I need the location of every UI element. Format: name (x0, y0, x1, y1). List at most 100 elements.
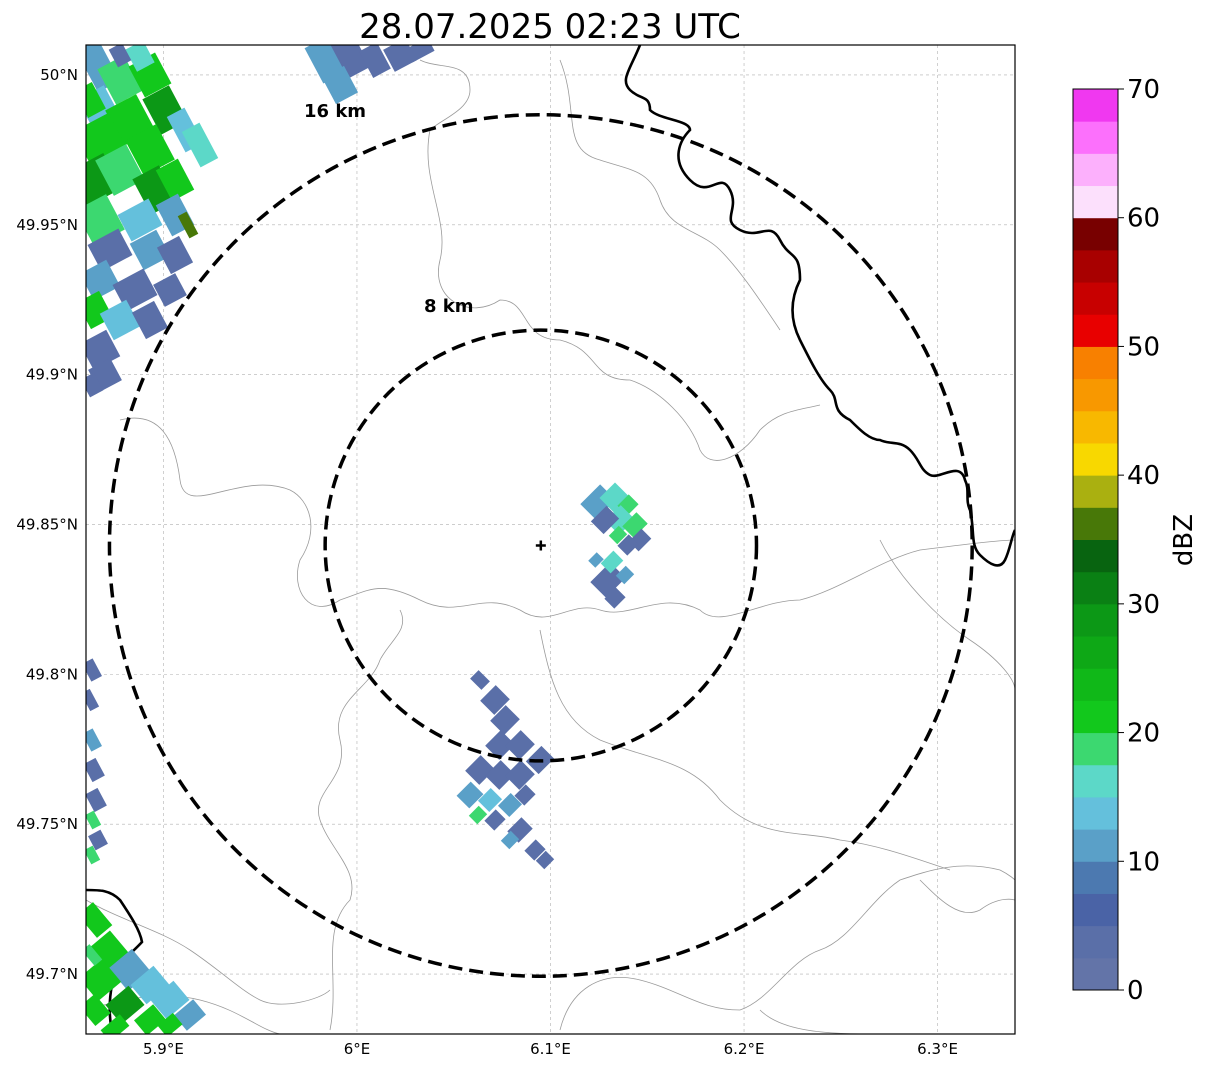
echo-cell-weak (131, 300, 169, 340)
longitude-ticks: 5.9°E 6°E 6.1°E 6.2°E 6.3°E (143, 1040, 958, 1058)
latitude-tick-label: 50°N (40, 66, 78, 84)
colorbar-swatch (1073, 475, 1118, 508)
longitude-tick-label: 6.1°E (530, 1040, 571, 1058)
echo-cell-weak (86, 658, 102, 682)
colorbar-swatch (1073, 732, 1118, 766)
echo-cell-light (86, 259, 121, 301)
colorbar-swatch (1073, 829, 1118, 862)
echo-cell-green_light (622, 512, 648, 538)
echo-cell-weak (86, 688, 100, 712)
longitude-tick-label: 6.2°E (724, 1040, 765, 1058)
range-ring-8km (323, 328, 759, 763)
echo-cell-light (86, 728, 102, 752)
national-borders (86, 45, 1015, 1034)
echo-cell-light (321, 65, 359, 105)
range-ring-label-8km: 8 km (424, 296, 474, 317)
colorbar-swatch (1073, 571, 1118, 605)
colorbar-tick-label: 30 (1127, 590, 1160, 620)
echo-cell-weak (383, 45, 417, 72)
echo-cell-weak (329, 45, 371, 79)
echo-cell-green_light (97, 55, 143, 105)
colorbar-tick-label: 10 (1127, 847, 1160, 877)
echo-cell-light (497, 792, 523, 818)
echo-cell-green_light (86, 810, 102, 830)
echo-cell-teal (125, 45, 155, 72)
colorbar: 0 10 20 30 40 50 60 70 dBZ (1072, 75, 1199, 1006)
echo-cell-green (86, 958, 122, 1002)
echo-cell-green (157, 1012, 183, 1034)
colorbar-swatch (1073, 539, 1118, 573)
colorbar-swatch (1073, 636, 1118, 669)
colorbar-swatch (1073, 89, 1118, 122)
colorbar-swatch (1073, 861, 1118, 894)
colorbar-swatch (1073, 314, 1118, 347)
colorbar-swatch (1073, 957, 1118, 991)
echo-cell-teal (605, 505, 635, 535)
latitude-ticks: 50°N 49.95°N 49.9°N 49.85°N 49.8°N 49.75°N 49.… (16, 66, 78, 983)
colorbar-swatch (1073, 346, 1118, 380)
map-frame (85, 44, 1016, 1035)
colorbar-label: dBZ (1169, 514, 1199, 566)
range-ring-16km (107, 112, 974, 978)
echo-cell-weak (86, 787, 107, 813)
echo-cell-light (173, 999, 207, 1031)
echo-cell-weak (156, 235, 194, 275)
colorbar-swatch (1073, 700, 1118, 734)
echo-cell-weak (590, 562, 626, 598)
echo-cell-weak (465, 755, 495, 785)
colorbar-tick-label: 70 (1127, 75, 1160, 105)
colorbar-swatch (1073, 410, 1118, 444)
echo-cell-weak (514, 784, 536, 806)
echo-cell-weak (88, 829, 108, 851)
echo-cell-green (125, 124, 175, 176)
echo-cell-weak (524, 839, 546, 861)
echo-cell-green (133, 1004, 167, 1034)
echo-cell-green (100, 1014, 130, 1034)
echo-cell-green_light (608, 525, 628, 545)
latitude-tick-label: 49.9°N (26, 366, 78, 384)
colorbar-swatch (1073, 282, 1118, 315)
echo-cell-green_dark (105, 985, 145, 1025)
echo-cell-light (500, 830, 520, 850)
colorbar-swatch (1073, 603, 1118, 637)
colorbar-swatch (1073, 507, 1118, 540)
colorbar-tick-label: 20 (1127, 719, 1160, 749)
echo-cell-green (148, 60, 168, 84)
echo-cell-green (86, 82, 106, 118)
echo-cell-weak (112, 268, 158, 312)
echo-cell-weak (87, 228, 133, 272)
latitude-tick-label: 49.85°N (16, 516, 78, 534)
echo-cell-teal (181, 122, 219, 168)
colorbar-tick-label: 40 (1127, 461, 1160, 491)
colorbar-tick-label: 50 (1127, 332, 1160, 362)
colorbar-swatch (1073, 925, 1118, 959)
echo-cell-weak (590, 505, 620, 535)
colorbar-swatch (1073, 249, 1118, 283)
echo-cell-cyan (99, 299, 141, 341)
echo-cell-cyan (477, 787, 503, 813)
colorbar-swatch (1073, 893, 1118, 927)
echo-cell-light (456, 781, 484, 809)
echo-cell-weak (604, 587, 626, 609)
range-ring-label-16km: 16 km (304, 101, 366, 122)
colorbar-frame (1072, 88, 1119, 991)
echo-cell-weak (535, 850, 555, 870)
echo-cell-weak (405, 45, 435, 63)
colorbar-swatch (1073, 442, 1118, 476)
colorbar-swatch (1073, 153, 1118, 187)
gridlines (86, 45, 1015, 1034)
map-title: 28.07.2025 02:23 UTC (359, 7, 741, 47)
echo-cell-green_light (95, 144, 145, 196)
echo-cell-weak (470, 670, 490, 690)
longitude-tick-label: 6°E (344, 1040, 371, 1058)
colorbar-tick-label: 0 (1127, 976, 1144, 1006)
longitude-tick-label: 5.9°E (143, 1040, 184, 1058)
echo-cell-weak (480, 685, 510, 715)
echo-cell-weak (505, 760, 535, 790)
echo-cell-weak (86, 757, 105, 783)
colorbar-swatch (1073, 764, 1118, 798)
map-area: 8 km 16 km (85, 44, 1016, 1035)
colorbar-swatch (1073, 796, 1118, 830)
colorbar-swatch (1073, 378, 1118, 412)
colorbar-swatch (1073, 217, 1118, 251)
